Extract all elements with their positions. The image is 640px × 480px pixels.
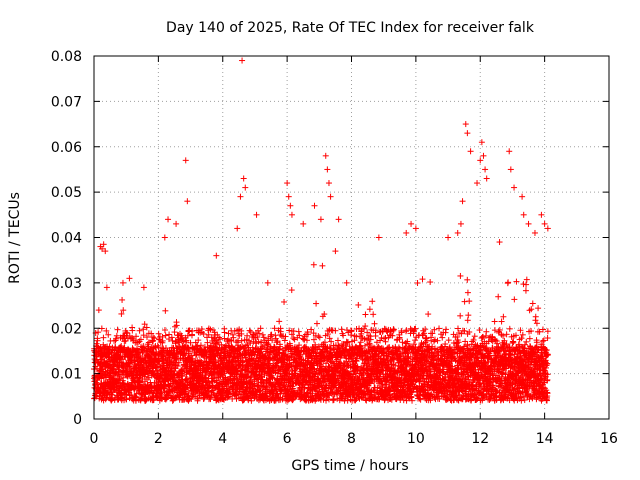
roti-point	[95, 329, 102, 336]
roti-point	[115, 376, 122, 383]
roti-point	[313, 320, 320, 327]
roti-point	[113, 332, 120, 339]
roti-point	[419, 276, 426, 283]
roti-point	[316, 334, 323, 341]
roti-point	[288, 287, 295, 294]
roti-point	[124, 330, 131, 337]
roti-point	[355, 301, 362, 308]
roti-point	[450, 339, 457, 346]
roti-point	[120, 374, 127, 381]
roti-point	[133, 333, 140, 340]
roti-point	[151, 335, 158, 342]
roti-point	[209, 378, 216, 385]
roti-point	[445, 337, 452, 344]
roti-point	[142, 397, 149, 404]
roti-point	[118, 342, 125, 349]
roti-point	[295, 328, 302, 335]
roti-point	[382, 338, 389, 345]
roti-point	[137, 379, 144, 386]
roti-point	[98, 375, 105, 382]
roti-point	[144, 334, 151, 341]
data-points	[91, 57, 551, 404]
roti-point	[343, 339, 350, 346]
roti-point	[119, 296, 126, 303]
roti-point	[100, 334, 107, 341]
roti-point	[140, 326, 147, 333]
roti-point	[370, 311, 377, 318]
roti-point	[129, 327, 136, 334]
roti-point	[140, 343, 147, 350]
roti-point	[369, 298, 376, 305]
chart-title: Day 140 of 2025, Rate Of TEC Index for r…	[166, 20, 535, 36]
roti-point	[116, 375, 123, 382]
roti-point	[221, 329, 228, 336]
roti-point	[145, 339, 152, 346]
roti-point	[136, 327, 143, 334]
roti-point	[120, 307, 127, 314]
roti-point	[319, 262, 326, 269]
roti-point	[93, 340, 100, 347]
roti-point	[313, 300, 320, 307]
roti-point	[330, 396, 337, 403]
roti-point	[148, 330, 155, 337]
roti-point	[114, 326, 121, 333]
roti-point	[439, 334, 446, 341]
roti-point	[366, 306, 373, 313]
roti-point	[412, 337, 419, 344]
roti-point	[113, 335, 120, 342]
roti-point	[225, 330, 232, 337]
roti-point	[120, 380, 127, 387]
roti-point	[124, 373, 131, 380]
roti-point	[332, 327, 339, 334]
roti-point	[155, 330, 162, 337]
roti-point	[140, 332, 147, 339]
roti-point	[276, 318, 283, 325]
roti-point	[162, 332, 169, 339]
roti-point	[425, 311, 432, 318]
roti-point	[427, 279, 434, 286]
roti-point	[246, 327, 253, 334]
roti-point	[135, 339, 142, 346]
roti-point	[118, 310, 125, 317]
roti-point	[150, 337, 157, 344]
roti-point	[372, 332, 379, 339]
roti-point	[137, 336, 144, 343]
roti-point	[103, 327, 110, 334]
roti-point	[129, 334, 136, 341]
roti-point	[442, 326, 449, 333]
roti-point	[105, 331, 112, 338]
roti-point	[94, 337, 101, 344]
roti-point	[281, 298, 288, 305]
roti-point	[362, 323, 369, 330]
roti-point	[141, 321, 148, 328]
roti-point	[362, 311, 369, 318]
roti-point	[137, 352, 144, 359]
roti-point	[171, 329, 178, 336]
roti-point	[338, 326, 345, 333]
roti-point	[143, 324, 150, 331]
roti-point	[310, 261, 317, 268]
roti-point	[436, 325, 443, 332]
grid-lines	[94, 56, 609, 419]
roti-point	[371, 320, 378, 327]
roti-point	[109, 391, 116, 398]
roti-point	[162, 307, 169, 314]
roti-point	[399, 339, 406, 346]
